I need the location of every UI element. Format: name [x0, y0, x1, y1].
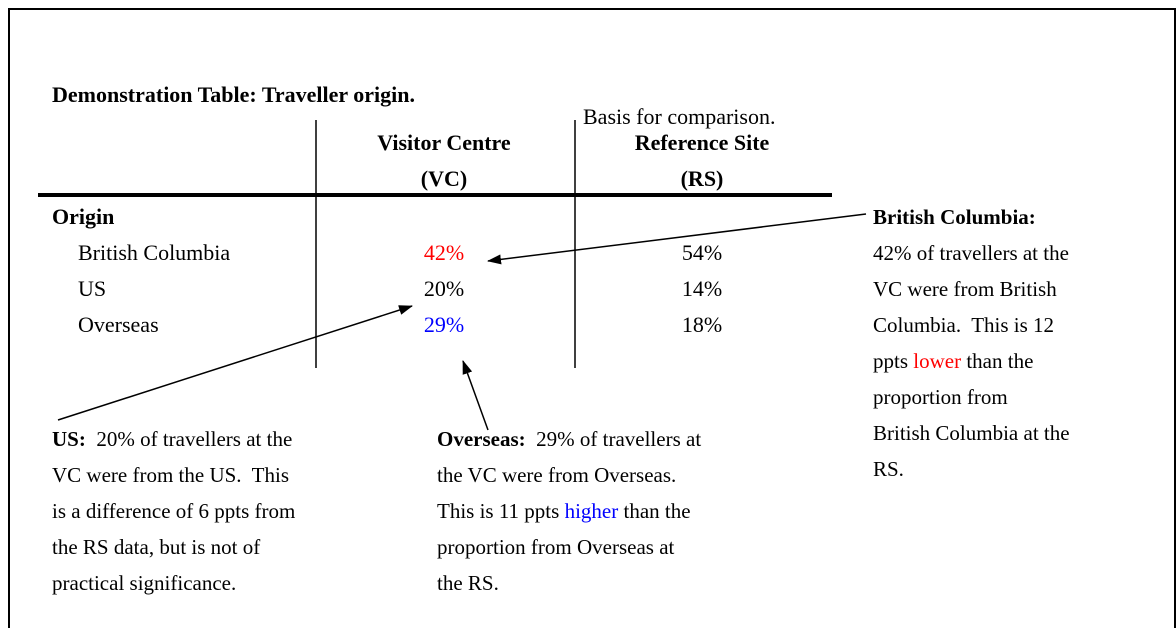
annotation-line: RS. — [873, 457, 904, 481]
cell: 18% — [682, 312, 722, 337]
annotation-heading: US: — [52, 427, 86, 451]
annotation-text: 42% of travellers at the — [873, 241, 1069, 265]
annotation-line: VC were from the US. This — [52, 463, 289, 487]
header: Reference Site — [635, 130, 770, 155]
header: (VC) — [421, 166, 467, 191]
annotation-line: Overseas: 29% of travellers at — [437, 427, 701, 451]
cell: 54% — [682, 240, 722, 265]
annotation-text: VC were from British — [873, 277, 1057, 301]
annotation-line: the VC were from Overseas. — [437, 463, 676, 487]
annotation-line: Columbia. This is 12 — [873, 313, 1054, 337]
annotation-text: the RS. — [437, 571, 499, 595]
row-label: British Columbia — [78, 240, 230, 265]
arrow — [487, 213, 867, 265]
title: Demonstration Table: Traveller origin. — [52, 82, 415, 107]
annotation-text: is a difference of 6 ppts from — [52, 499, 295, 523]
annotation-text: the RS data, but is not of — [52, 535, 260, 559]
annotation-text: practical significance. — [52, 571, 236, 595]
annotation-line: ppts lower than the — [873, 349, 1033, 373]
cell: 14% — [682, 276, 722, 301]
arrow — [57, 305, 413, 421]
annotation-line: the RS data, but is not of — [52, 535, 260, 559]
row-label: Overseas — [78, 312, 159, 337]
annotation-text: proportion from Overseas at — [437, 535, 675, 559]
annotation-text: the VC were from Overseas. — [437, 463, 676, 487]
annotation-text: British Columbia at the — [873, 421, 1070, 445]
annotation-line: 42% of travellers at the — [873, 241, 1069, 265]
annotation-text: RS. — [873, 457, 904, 481]
cell: 29% — [424, 312, 464, 337]
annotation-text: higher — [565, 499, 619, 523]
annotation-text: than the — [618, 499, 690, 523]
annotation-text: 29% of travellers at — [526, 427, 702, 451]
annotation-line: proportion from — [873, 385, 1008, 409]
annotation-heading: British Columbia: — [873, 205, 1036, 229]
annotation-text: than the — [961, 349, 1033, 373]
basis-note: Basis for comparison. — [583, 104, 775, 129]
annotation-text: This is 11 ppts — [437, 499, 565, 523]
cell: 20% — [424, 276, 464, 301]
header: Visitor Centre — [377, 130, 511, 155]
annotation-line: practical significance. — [52, 571, 236, 595]
annotation-line: British Columbia at the — [873, 421, 1070, 445]
annotation-text: lower — [913, 349, 961, 373]
row-label: US — [78, 276, 106, 301]
annotation-heading: Overseas: — [437, 427, 526, 451]
frame — [8, 8, 1176, 628]
arrow — [462, 360, 489, 431]
annotation-line: This is 11 ppts higher than the — [437, 499, 691, 523]
annotation-text: 20% of travellers at the — [86, 427, 292, 451]
annotation-line: proportion from Overseas at — [437, 535, 675, 559]
annotation-line: VC were from British — [873, 277, 1057, 301]
annotation-text: ppts — [873, 349, 913, 373]
annotation-line: US: 20% of travellers at the — [52, 427, 292, 451]
annotation-text: VC were from the US. This — [52, 463, 289, 487]
cell: 42% — [424, 240, 464, 265]
header: (RS) — [681, 166, 724, 191]
annotation-text: proportion from — [873, 385, 1008, 409]
section-label: Origin — [52, 204, 114, 229]
annotation-text: Columbia. This is 12 — [873, 313, 1054, 337]
annotation-line: the RS. — [437, 571, 499, 595]
annotation-line: is a difference of 6 ppts from — [52, 499, 295, 523]
